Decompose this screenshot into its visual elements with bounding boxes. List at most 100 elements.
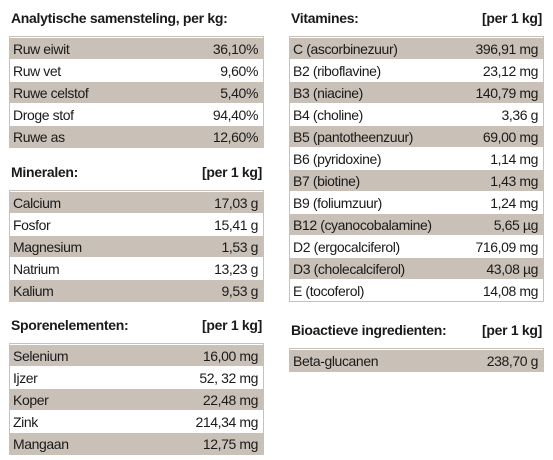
table-row: Ijzer 52, 32 mg	[10, 366, 263, 388]
row-label: D3 (cholecalciferol)	[293, 260, 405, 277]
table-row: D2 (ergocalciferol) 716,09 mg	[290, 235, 543, 257]
row-value: 238,70 g	[486, 352, 539, 369]
table-row: B7 (biotine) 1,43 mg	[290, 169, 543, 191]
section-unit: [per 1 kg]	[201, 317, 262, 333]
row-value: 1,24 mg	[490, 194, 538, 211]
row-label: B3 (niacine)	[293, 84, 363, 101]
trace-elements-section: Sporenelementen: [per 1 kg] Selenium 16,0…	[9, 313, 264, 455]
table-row: B5 (pantotheenzuur) 69,00 mg	[290, 125, 543, 147]
row-label: Ruwe as	[13, 128, 65, 145]
trace-elements-table: Selenium 16,00 mg Ijzer 52, 32 mg Koper 22,…	[9, 343, 264, 455]
section-title: Analytische samensteling, per kg:	[11, 10, 228, 26]
row-value: 14,08 mg	[482, 282, 539, 299]
row-value: 43,08 µg	[486, 260, 538, 277]
row-value: 9,60%	[220, 62, 258, 79]
row-label: Zink	[13, 413, 38, 430]
table-row: Ruw eiwit 36,10%	[10, 37, 263, 59]
table-row: Koper 22,48 mg	[10, 388, 263, 410]
row-value: 69,00 mg	[482, 128, 539, 145]
section-title: Bioactieve ingredienten:	[291, 322, 447, 338]
row-value: 12,75 mg	[202, 435, 259, 452]
table-row: B4 (choline) 3,36 g	[290, 103, 543, 125]
row-value: 396,91 mg	[475, 40, 538, 57]
row-value: 12,60%	[212, 128, 258, 145]
row-label: B12 (cyanocobalamine)	[293, 216, 432, 233]
row-label: B2 (riboflavine)	[293, 62, 381, 79]
row-label: B4 (choline)	[293, 106, 363, 123]
bioactive-ingredients-section: Bioactieve ingredienten: [per 1 kg] Beta…	[289, 318, 544, 372]
row-value: 36,10%	[212, 40, 258, 57]
row-value: 9,53 g	[221, 282, 258, 299]
row-value: 716,09 mg	[475, 238, 538, 255]
table-row: Droge stof 94,40%	[10, 103, 263, 125]
section-header: Mineralen: [per 1 kg]	[9, 160, 264, 184]
row-label: Fosfor	[13, 216, 51, 233]
section-header: Bioactieve ingredienten: [per 1 kg]	[289, 318, 544, 342]
section-header: Sporenelementen: [per 1 kg]	[9, 313, 264, 337]
row-label: B5 (pantotheenzuur)	[293, 128, 414, 145]
row-value: 52, 32 mg	[199, 369, 258, 386]
row-label: Natrium	[13, 260, 60, 277]
row-label: Selenium	[13, 347, 69, 364]
row-value: 1,53 g	[221, 238, 258, 255]
row-label: Beta-glucanen	[293, 352, 379, 369]
table-row: D3 (cholecalciferol) 43,08 µg	[290, 257, 543, 279]
row-label: Magnesium	[13, 238, 82, 255]
row-value: 22,48 mg	[202, 391, 259, 408]
vitamins-section: Vitamines: [per 1 kg] C (ascorbinezuur) 3…	[289, 6, 544, 302]
row-label: B7 (biotine)	[293, 172, 360, 189]
row-label: E (tocoferol)	[293, 282, 365, 299]
row-label: Kalium	[13, 282, 54, 299]
row-label: Koper	[13, 391, 49, 408]
row-label: Ruw vet	[13, 62, 61, 79]
table-row: Selenium 16,00 mg	[10, 344, 263, 366]
section-title: Mineralen:	[11, 164, 79, 180]
table-row: B2 (riboflavine) 23,12 mg	[290, 59, 543, 81]
minerals-table: Calcium 17,03 g Fosfor 15,41 g Magnesium 1,…	[9, 190, 264, 302]
row-value: 15,41 g	[214, 216, 258, 233]
row-value: 5,40%	[220, 84, 258, 101]
row-value: 13,23 g	[214, 260, 258, 277]
analytical-composition-section: Analytische samensteling, per kg: Ruw ei…	[9, 6, 264, 148]
row-value: 5,65 µg	[493, 216, 539, 233]
row-value: 1,43 mg	[490, 172, 538, 189]
row-value: 17,03 g	[214, 194, 258, 211]
minerals-section: Mineralen: [per 1 kg] Calcium 17,03 g Fos…	[9, 160, 264, 302]
table-row: Kalium 9,53 g	[10, 279, 263, 301]
table-row: Calcium 17,03 g	[10, 191, 263, 213]
table-row: Zink 214,34 mg	[10, 410, 263, 432]
table-row: C (ascorbinezuur) 396,91 mg	[290, 37, 543, 59]
section-title: Sporenelementen:	[11, 317, 129, 333]
section-title: Vitamines:	[291, 10, 359, 26]
section-unit: [per 1 kg]	[481, 322, 542, 338]
table-row: B3 (niacine) 140,79 mg	[290, 81, 543, 103]
table-row: E (tocoferol) 14,08 mg	[290, 279, 543, 301]
bioactive-table: Beta-glucanen 238,70 g	[289, 348, 544, 372]
row-label: D2 (ergocalciferol)	[293, 238, 400, 255]
section-unit: [per 1 kg]	[481, 10, 542, 26]
row-label: Droge stof	[13, 106, 74, 123]
row-value: 3,36 g	[501, 106, 538, 123]
table-row: B9 (foliumzuur) 1,24 mg	[290, 191, 543, 213]
table-row: Natrium 13,23 g	[10, 257, 263, 279]
row-value: 214,34 mg	[195, 413, 258, 430]
row-label: Mangaan	[13, 435, 69, 452]
row-label: Ruwe celstof	[13, 84, 89, 101]
row-label: Calcium	[13, 194, 61, 211]
section-unit: [per 1 kg]	[201, 164, 262, 180]
row-value: 16,00 mg	[202, 347, 259, 364]
row-label: C (ascorbinezuur)	[293, 40, 398, 57]
row-label: B6 (pyridoxine)	[293, 150, 382, 167]
table-row: Ruwe celstof 5,40%	[10, 81, 263, 103]
vitamins-table: C (ascorbinezuur) 396,91 mg B2 (riboflavi…	[289, 36, 544, 302]
table-row: Beta-glucanen 238,70 g	[290, 349, 543, 371]
row-value: 23,12 mg	[482, 62, 539, 79]
table-row: Mangaan 12,75 mg	[10, 432, 263, 454]
table-row: Ruw vet 9,60%	[10, 59, 263, 81]
table-row: Magnesium 1,53 g	[10, 235, 263, 257]
row-label: Ijzer	[13, 369, 38, 386]
table-row: Fosfor 15,41 g	[10, 213, 263, 235]
table-row: B12 (cyanocobalamine) 5,65 µg	[290, 213, 543, 235]
row-value: 140,79 mg	[475, 84, 538, 101]
